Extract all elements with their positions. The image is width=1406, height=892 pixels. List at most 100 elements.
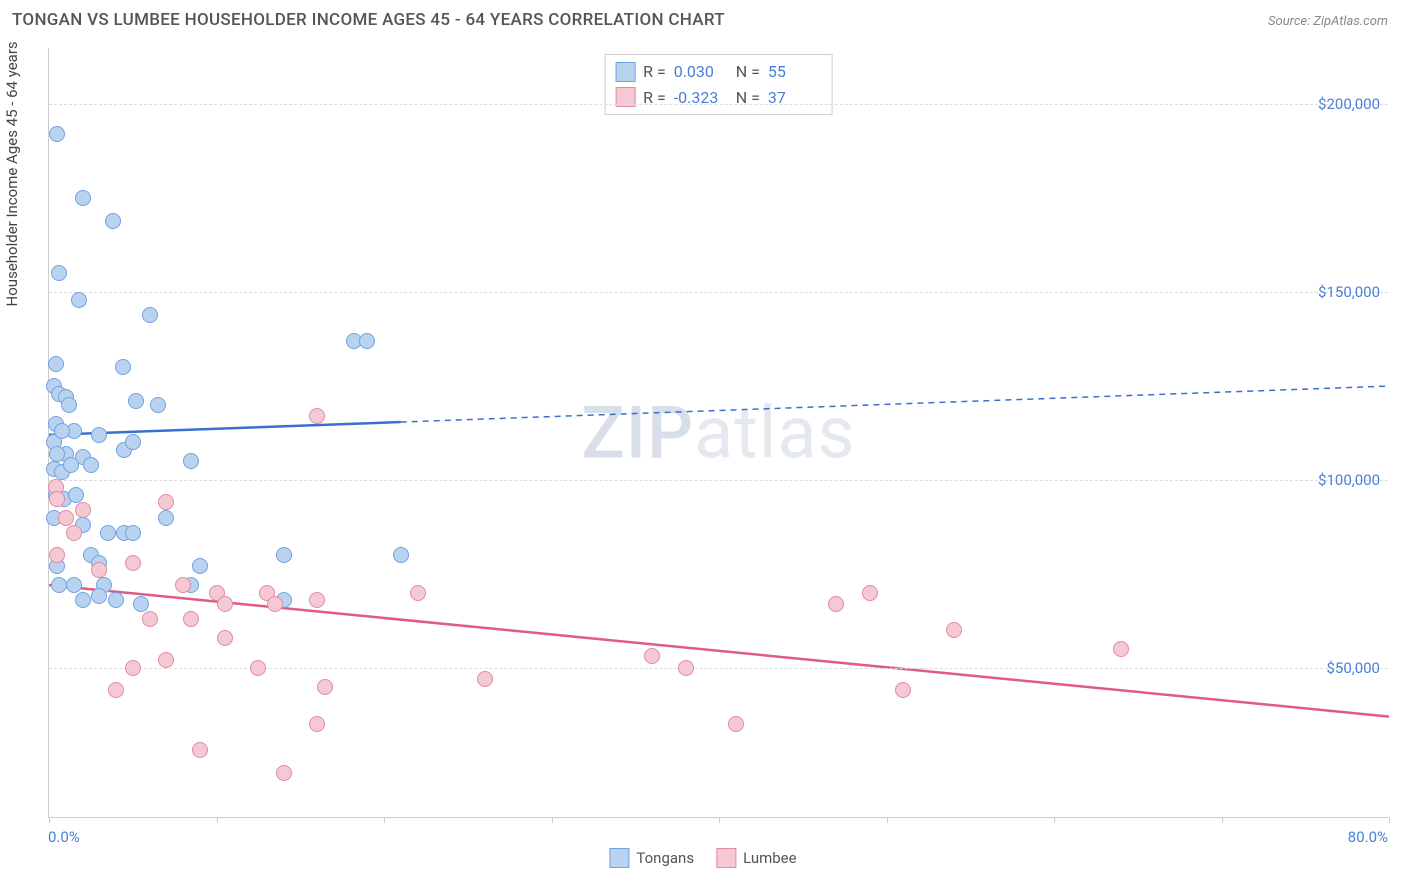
data-point-lumbee: [75, 502, 91, 518]
data-point-lumbee: [108, 682, 124, 698]
gridline: [49, 104, 1388, 105]
data-point-lumbee: [309, 592, 325, 608]
gridline: [49, 480, 1388, 481]
data-point-tongans: [66, 577, 82, 593]
data-point-lumbee: [309, 716, 325, 732]
x-tick: [887, 817, 888, 823]
data-point-tongans: [71, 292, 87, 308]
data-point-tongans: [115, 359, 131, 375]
n-value-lumbee: 37: [768, 85, 822, 111]
r-label: R =: [643, 85, 666, 111]
data-point-lumbee: [91, 562, 107, 578]
data-point-lumbee: [125, 555, 141, 571]
data-point-lumbee: [49, 547, 65, 563]
data-point-tongans: [91, 588, 107, 604]
data-point-lumbee: [158, 652, 174, 668]
legend-row-tongans: R = 0.030 N = 55: [615, 59, 822, 85]
y-tick-label: $100,000: [1318, 471, 1380, 489]
source-text: Source: ZipAtlas.com: [1268, 14, 1388, 29]
swatch-tongans: [615, 62, 635, 82]
data-point-lumbee: [250, 660, 266, 676]
data-point-lumbee: [217, 630, 233, 646]
n-label: N =: [736, 85, 760, 111]
legend-item-tongans: Tongans: [609, 848, 694, 868]
data-point-lumbee: [309, 408, 325, 424]
data-point-lumbee: [276, 765, 292, 781]
x-tick: [552, 817, 553, 823]
data-point-tongans: [158, 510, 174, 526]
data-point-lumbee: [267, 596, 283, 612]
n-value-tongans: 55: [768, 59, 822, 85]
y-tick-label: $150,000: [1318, 283, 1380, 301]
correlation-legend: R = 0.030 N = 55 R = -0.323 N = 37: [604, 54, 833, 115]
r-value-tongans: 0.030: [674, 59, 728, 85]
data-point-lumbee: [58, 510, 74, 526]
data-point-tongans: [49, 126, 65, 142]
data-point-tongans: [63, 457, 79, 473]
x-tick: [49, 817, 50, 823]
data-point-lumbee: [946, 622, 962, 638]
data-point-tongans: [108, 592, 124, 608]
data-point-lumbee: [49, 491, 65, 507]
chart-title: TONGAN VS LUMBEE HOUSEHOLDER INCOME AGES…: [12, 10, 725, 30]
data-point-tongans: [75, 592, 91, 608]
n-label: N =: [736, 59, 760, 85]
data-point-lumbee: [217, 596, 233, 612]
legend-label-tongans: Tongans: [636, 849, 694, 867]
x-tick: [1389, 817, 1390, 823]
data-point-lumbee: [678, 660, 694, 676]
x-tick: [719, 817, 720, 823]
data-point-tongans: [393, 547, 409, 563]
y-axis-title: Householder Income Ages 45 - 64 years: [3, 41, 21, 306]
data-point-lumbee: [477, 671, 493, 687]
swatch-lumbee-icon: [716, 848, 736, 868]
data-point-tongans: [128, 393, 144, 409]
data-point-tongans: [48, 356, 64, 372]
data-point-lumbee: [66, 525, 82, 541]
x-tick: [384, 817, 385, 823]
legend-label-lumbee: Lumbee: [743, 849, 797, 867]
data-point-lumbee: [183, 611, 199, 627]
data-point-tongans: [125, 434, 141, 450]
x-tick: [1222, 817, 1223, 823]
data-point-lumbee: [862, 585, 878, 601]
swatch-tongans-icon: [609, 848, 629, 868]
data-point-tongans: [125, 525, 141, 541]
data-point-lumbee: [158, 494, 174, 510]
data-point-tongans: [54, 423, 70, 439]
data-point-tongans: [105, 213, 121, 229]
data-point-lumbee: [410, 585, 426, 601]
data-point-tongans: [359, 333, 375, 349]
data-point-lumbee: [192, 742, 208, 758]
data-point-tongans: [183, 453, 199, 469]
data-point-tongans: [91, 427, 107, 443]
data-point-lumbee: [125, 660, 141, 676]
legend-item-lumbee: Lumbee: [716, 848, 797, 868]
gridline: [49, 292, 1388, 293]
data-point-lumbee: [644, 648, 660, 664]
data-point-lumbee: [895, 682, 911, 698]
data-point-lumbee: [828, 596, 844, 612]
data-point-tongans: [100, 525, 116, 541]
data-point-lumbee: [317, 679, 333, 695]
chart-plot-area: ZIPatlas R = 0.030 N = 55 R = -0.323 N =…: [48, 48, 1388, 818]
x-axis-min-label: 0.0%: [48, 828, 80, 846]
x-tick: [217, 817, 218, 823]
data-point-tongans: [83, 457, 99, 473]
data-point-tongans: [49, 446, 65, 462]
trend-lines: [49, 48, 1388, 817]
data-point-tongans: [51, 577, 67, 593]
x-axis-max-label: 80.0%: [1348, 828, 1388, 846]
data-point-tongans: [192, 558, 208, 574]
data-point-tongans: [142, 307, 158, 323]
data-point-lumbee: [175, 577, 191, 593]
x-tick: [1054, 817, 1055, 823]
r-label: R =: [643, 59, 666, 85]
data-point-tongans: [276, 547, 292, 563]
data-point-tongans: [51, 265, 67, 281]
data-point-tongans: [61, 397, 77, 413]
data-point-lumbee: [728, 716, 744, 732]
data-point-tongans: [133, 596, 149, 612]
data-point-tongans: [150, 397, 166, 413]
data-point-tongans: [68, 487, 84, 503]
